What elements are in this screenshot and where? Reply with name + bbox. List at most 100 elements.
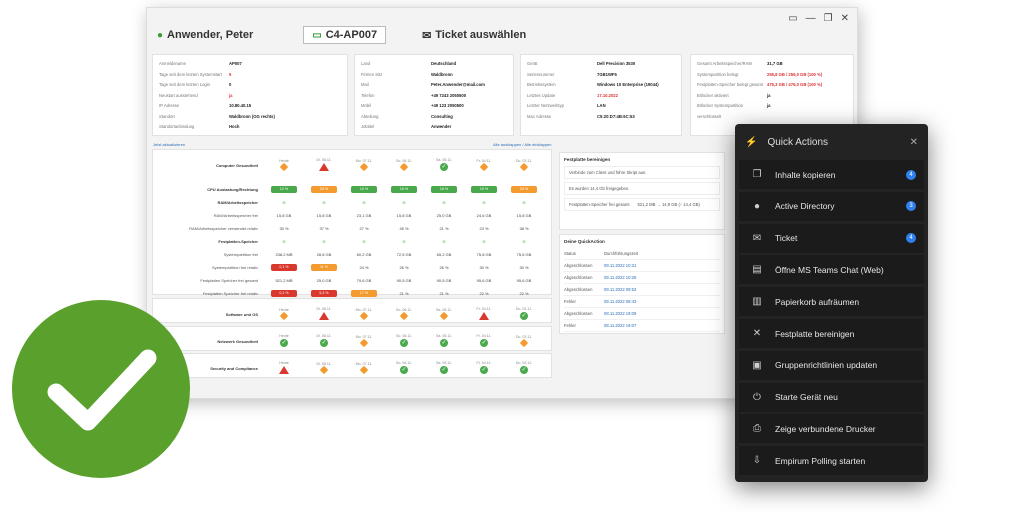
metric-value: 27 % (359, 225, 369, 231)
metric-row: CPU Auslastung/Rechtung 12 % 20 % 10 % 15 % 1… (152, 183, 552, 195)
info-row: Seriennummer 7GB1WF5 (527, 70, 675, 81)
history-row[interactable]: Abgeschlossen 09.11.2022 10:31 (564, 260, 720, 272)
history-row[interactable]: Fehler 08.11.2022 19:07 (564, 320, 720, 332)
metric-value: 90,5 GB (396, 277, 412, 283)
qa-item-printer[interactable]: ⎙ Zeige verbundene Drucker (739, 414, 924, 444)
status-icon (279, 311, 289, 320)
metric-value: 30 % (479, 264, 489, 270)
info-value: Hoch (229, 124, 240, 129)
qa-item-tools[interactable]: ✕ Festplatte bereinigen (739, 319, 924, 348)
history-row[interactable]: Fehler 09.11.2022 08:43 (564, 296, 720, 308)
status-icon (399, 162, 409, 171)
status-icon: ✓ (320, 339, 328, 347)
history-row[interactable]: Abgeschlossen 08.11.2022 19:09 (564, 308, 720, 320)
history-row[interactable]: Abgeschlossen 09.11.2022 09:53 (564, 284, 720, 296)
status-cell: Fr. 04.11. ✓ (464, 334, 504, 348)
info-key: Mail (361, 82, 369, 87)
history-row[interactable]: Abgeschlossen 09.11.2022 10:26 (564, 272, 720, 284)
refresh-link[interactable]: Jetzt aktualisieren (153, 142, 186, 147)
status-icon: ✓ (280, 339, 288, 347)
qa-item-label: Zeige verbundene Drucker (775, 423, 876, 434)
disk-cleanup-title: Festplatte bereinigen (564, 157, 611, 162)
icon-cell: ⊘ (362, 238, 366, 244)
status-cell: Di. 08.11. (304, 362, 344, 375)
info-row: Systempartition belegt 255,8 GB / 256,0 G… (697, 70, 847, 81)
section-label[interactable]: Security and Compliance (210, 365, 258, 371)
metric-row: Festplatten Speicher frei gesamt 521,2 MB… (152, 274, 552, 286)
ticket-selector[interactable]: ✉ Ticket auswählen (422, 29, 526, 42)
info-value: 475,3 GB / 476,0 GB (100 %) (767, 82, 823, 87)
status-header: Status (564, 251, 576, 256)
metric-value: 79,6 GB (356, 277, 372, 283)
qa-item-mail[interactable]: ✉ Ticket 4 (739, 223, 924, 253)
expand-all-link[interactable]: Alle ausklappen / Alle einklappen (493, 142, 552, 147)
status-cell: Fr. 04.11. ✓ (464, 361, 504, 375)
info-row: Firmen Sitz Waldbronn (361, 70, 507, 81)
metric-value: 38 % (519, 225, 529, 231)
status-cell: Do. 03.11. (504, 335, 544, 348)
info-value: AP007 (229, 61, 242, 66)
metric-cell: 10 % (344, 185, 384, 193)
metric-cell: 27 % (344, 226, 384, 231)
metric-label: RAM/Arbeitsspeicher frei (213, 212, 258, 218)
info-row: Mac Adresse C5:20:D7:4B:6C:53 (527, 112, 675, 123)
history-table: Status Durchführungszeit Abgeschlossen 09.1… (564, 248, 720, 332)
qa-item-user[interactable]: ● Active Directory 3 (739, 191, 924, 221)
qa-item-label: Starte Gerät neu (775, 392, 838, 403)
info-value: 7GB1WF5 (597, 71, 617, 77)
qa-item-download[interactable]: ⇩ Empirum Polling starten (739, 446, 924, 476)
info-row: Neustart ausstehend ja (159, 91, 341, 102)
section-label[interactable]: Computer Gesundheit (215, 162, 258, 168)
minimize-icon[interactable]: — (805, 13, 816, 24)
day-label: Heute (279, 158, 289, 163)
metric-cell: 18 % (424, 185, 464, 193)
close-icon[interactable]: ✕ (909, 136, 918, 148)
section-label[interactable]: Software und OS (225, 311, 258, 317)
metric-cell: 90,5 GB (384, 278, 424, 283)
day-label: Heute (279, 334, 289, 338)
status-cell: Sa. 05.11. ✓ (424, 334, 464, 348)
count-badge: 3 (906, 201, 916, 212)
icon-cell: ⊘ (322, 238, 326, 244)
info-row: Anmeldename AP007 (159, 59, 341, 70)
qa-item-power[interactable]: ⏻ Starte Gerät neu (739, 382, 924, 412)
metric-value: 11 % (311, 263, 337, 271)
restore-icon[interactable]: ❐ (823, 13, 833, 24)
metric-value: 72,5 GB (396, 251, 412, 257)
status-icon (359, 365, 369, 374)
metric-cell: 24,6 GB (464, 213, 504, 218)
info-row: Tage seit dem letzten Systemstart 5 (159, 70, 341, 81)
status-cell: So. 06.11. ✓ (384, 361, 424, 375)
metric-value: 30 % (279, 225, 289, 231)
info-value: Waldbronn (431, 71, 453, 77)
info-value: 0 (229, 82, 232, 87)
close-icon[interactable]: ✕ (840, 13, 849, 24)
info-row: Tage seit dem letzten Login 0 (159, 80, 341, 91)
info-row: Letztes Update 17.10.2022 (527, 91, 675, 102)
status-icon: ✓ (520, 366, 528, 374)
metric-cell: 21 % (384, 291, 424, 296)
security-section (152, 353, 552, 378)
metric-cell: 20 % (304, 185, 344, 193)
qa-item-trash[interactable]: ▥ Papierkorb aufräumen (739, 287, 924, 317)
info-key: Tage seit dem letzten Systemstart (159, 71, 222, 77)
info-key: Mac Adresse (527, 113, 552, 119)
sidebar-toggle-icon[interactable]: ▭ (788, 13, 798, 24)
qa-item-chat[interactable]: ▤ Öffne MS Teams Chat (Web) (739, 255, 924, 285)
user-selector[interactable]: ● Anwender, Peter (157, 29, 253, 41)
info-key: IP Adresse (159, 103, 180, 108)
subsection-row[interactable]: Festplatten-Speicher ⊘ ⊘ ⊘ ⊘ ⊘ ⊘ ⊘ (152, 235, 552, 247)
status-icon: ✓ (480, 339, 488, 347)
section-label[interactable]: Netzwerk Gesundheit (217, 338, 258, 344)
day-label: Heute (279, 307, 289, 312)
qa-item-copy[interactable]: ❐ Inhalte kopieren 4 (739, 160, 924, 189)
subsection-row[interactable]: RAM/Arbeitsspeicher ⊘ ⊘ ⊘ ⊘ ⊘ ⊘ ⊘ (152, 196, 552, 208)
status-cell: Do. 03.11. ✓ (504, 307, 544, 321)
metric-cell: 17 % (344, 289, 384, 297)
day-label: Mo. 07.11. (355, 334, 373, 339)
icon-cell: ⊘ (282, 199, 286, 205)
device-selector[interactable]: ▭ C4-AP007 (303, 26, 387, 44)
qa-item-lock[interactable]: ▣ Gruppenrichtlinien updaten (739, 350, 924, 380)
info-key: Telefon (361, 92, 375, 98)
metric-cell: 25,0 GB (424, 213, 464, 218)
